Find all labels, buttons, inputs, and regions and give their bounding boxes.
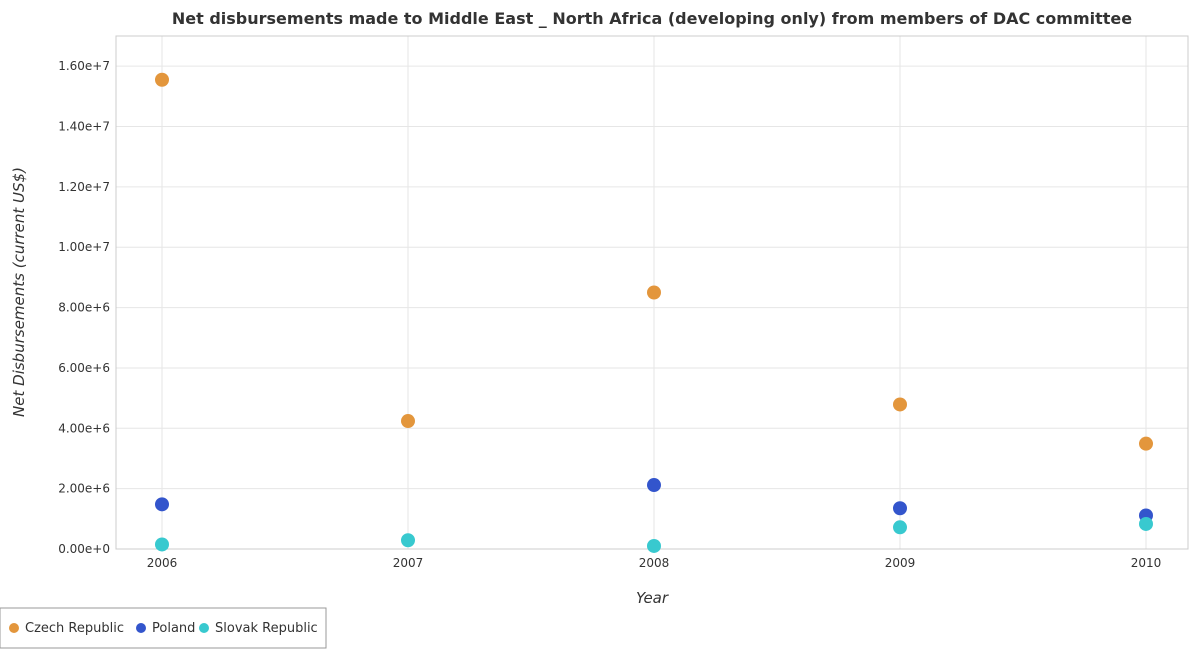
y-tick-label: 1.20e+7 bbox=[58, 180, 110, 194]
legend: Czech Republic Poland Slovak Republic bbox=[0, 608, 326, 648]
chart-title: Net disbursements made to Middle East _ … bbox=[172, 9, 1132, 28]
y-tick-label: 8.00e+6 bbox=[58, 301, 110, 315]
x-tick-label: 2006 bbox=[147, 556, 178, 570]
legend-label-slovak-republic: Slovak Republic bbox=[215, 621, 318, 636]
y-tick-label: 0.00e+0 bbox=[58, 542, 110, 556]
point-poland-2008 bbox=[647, 478, 661, 492]
y-axis-label: Net Disbursements (current US$) bbox=[10, 167, 28, 417]
point-slovak-republic-2007 bbox=[401, 533, 415, 547]
x-tick-label: 2007 bbox=[393, 556, 424, 570]
point-czech-republic-2008 bbox=[647, 286, 661, 300]
point-slovak-republic-2008 bbox=[647, 539, 661, 553]
x-tick-label: 2008 bbox=[639, 556, 670, 570]
point-poland-2009 bbox=[893, 501, 907, 515]
legend-marker-poland bbox=[136, 623, 146, 633]
point-czech-republic-2007 bbox=[401, 414, 415, 428]
legend-marker-czech-republic bbox=[9, 623, 19, 633]
point-slovak-republic-2009 bbox=[893, 520, 907, 534]
point-czech-republic-2006 bbox=[155, 73, 169, 87]
x-tick-label: 2009 bbox=[885, 556, 916, 570]
x-tick-label: 2010 bbox=[1131, 556, 1162, 570]
legend-marker-slovak-republic bbox=[199, 623, 209, 633]
y-tick-label: 6.00e+6 bbox=[58, 361, 110, 375]
x-axis-label: Year bbox=[636, 589, 669, 607]
y-tick-label: 1.00e+7 bbox=[58, 240, 110, 254]
legend-label-czech-republic: Czech Republic bbox=[25, 621, 124, 636]
point-czech-republic-2010 bbox=[1139, 437, 1153, 451]
point-slovak-republic-2006 bbox=[155, 537, 169, 551]
point-slovak-republic-2010 bbox=[1139, 517, 1153, 531]
y-tick-label: 2.00e+6 bbox=[58, 482, 110, 496]
point-poland-2006 bbox=[155, 497, 169, 511]
y-tick-label: 4.00e+6 bbox=[58, 421, 110, 435]
y-tick-label: 1.60e+7 bbox=[58, 59, 110, 73]
y-axis-ticks: 0.00e+0 2.00e+6 4.00e+6 6.00e+6 8.00e+6 1.00e… bbox=[58, 59, 110, 556]
legend-label-poland: Poland bbox=[152, 621, 195, 636]
point-czech-republic-2009 bbox=[893, 397, 907, 411]
y-tick-label: 1.40e+7 bbox=[58, 120, 110, 134]
x-axis-ticks: 2006 2007 2008 2009 2010 bbox=[147, 556, 1162, 570]
